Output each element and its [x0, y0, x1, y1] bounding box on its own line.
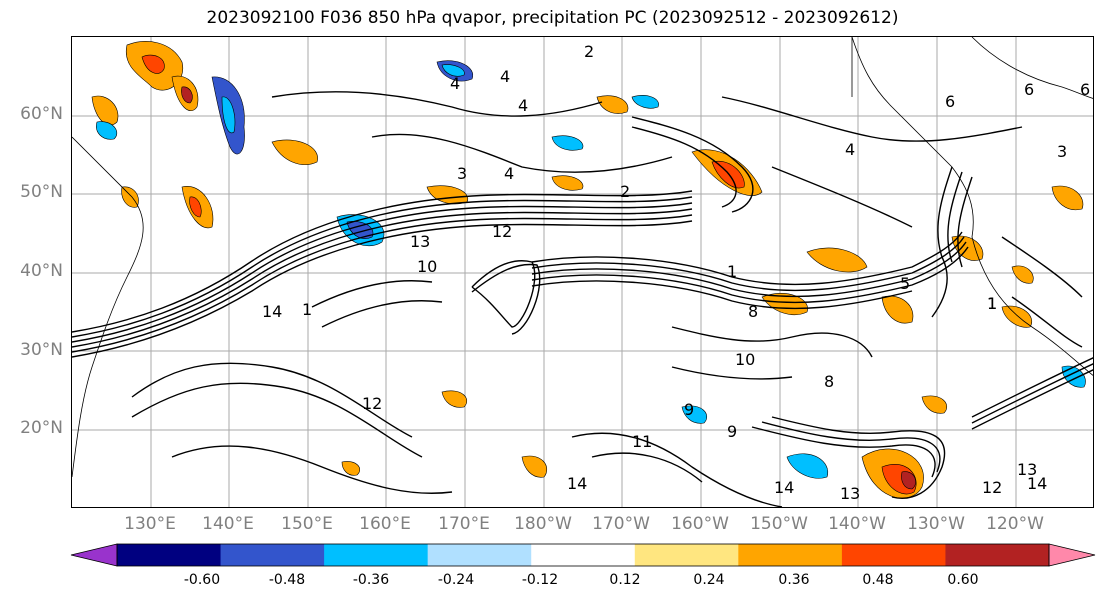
colorbar-tick-label: 0.48 — [862, 572, 894, 588]
colorbar-tick-label: 0.12 — [609, 572, 641, 588]
colorbar-tick-label: -0.60 — [183, 572, 221, 588]
colorbar-tick-label: 0.24 — [693, 572, 725, 588]
contour-label: 14 — [567, 474, 587, 493]
colorbar-segment — [324, 544, 429, 566]
lat-label-50n: 50°N — [20, 182, 63, 202]
colorbar — [70, 543, 1096, 567]
lon-label: 170°E — [438, 514, 490, 534]
map-canvas: 2 4 4 3 4 4 6 6 6 4 3 1 2 12 13 10 14 1 … — [72, 37, 1093, 507]
colorbar-segment — [427, 544, 532, 566]
contour-label: 1 — [987, 294, 997, 313]
lon-label: 160°W — [671, 514, 729, 534]
colorbar-tick-label: -0.24 — [437, 572, 475, 588]
contour-label: 14 — [262, 302, 282, 321]
colorbar-segment — [738, 544, 843, 566]
lon-label: 140°E — [202, 514, 254, 534]
lon-label: 180°W — [514, 514, 572, 534]
contour-label: 5 — [900, 274, 910, 293]
contour-label: 1 — [727, 262, 737, 281]
contour-label: 8 — [824, 372, 834, 391]
lon-label: 170°W — [592, 514, 650, 534]
colorbar-arrow-high — [1048, 543, 1096, 567]
colorbar-tick-label: -0.36 — [352, 572, 390, 588]
contour-label: 12 — [982, 478, 1002, 497]
colorbar-segment — [945, 544, 1050, 566]
coastlines — [72, 37, 1093, 478]
lat-label-40n: 40°N — [20, 261, 63, 281]
contour-label: 6 — [1080, 80, 1090, 99]
contour-label: 4 — [450, 74, 460, 93]
contour-label: 3 — [1057, 142, 1067, 161]
colorbar-segment — [531, 544, 636, 566]
contour-label: 6 — [945, 92, 955, 111]
contour-label: 4 — [845, 140, 855, 159]
contour-label: 4 — [518, 96, 528, 115]
contour-label: 3 — [457, 164, 467, 183]
lon-label: 140°W — [828, 514, 886, 534]
colorbar-arrow-low — [70, 543, 118, 567]
lat-label-60n: 60°N — [20, 104, 63, 124]
colorbar-segment — [117, 544, 222, 566]
colorbar-segment — [220, 544, 325, 566]
colorbar-tick-label: 0.60 — [947, 572, 979, 588]
graticule — [72, 37, 1093, 507]
contour-label: 14 — [1027, 474, 1047, 493]
colorbar-tick-label: -0.48 — [268, 572, 306, 588]
lon-label: 120°W — [986, 514, 1044, 534]
contour-label: 12 — [492, 222, 512, 241]
colorbar-tick-label: 0.36 — [778, 572, 810, 588]
lon-label: 130°E — [124, 514, 176, 534]
lon-label: 150°W — [750, 514, 808, 534]
contour-label: 6 — [1024, 80, 1034, 99]
contour-label: 13 — [410, 232, 430, 251]
contour-label: 2 — [584, 42, 594, 61]
qvapor-contours — [72, 91, 1093, 507]
contour-label: 14 — [774, 478, 794, 497]
colorbar-tick-label: -0.12 — [521, 572, 559, 588]
contour-label: 13 — [840, 484, 860, 503]
contour-label: 1 — [302, 300, 312, 319]
map-title: 2023092100 F036 850 hPa qvapor, precipit… — [206, 8, 899, 28]
contour-label: 4 — [500, 67, 510, 86]
lon-label: 150°E — [281, 514, 333, 534]
contour-label: 10 — [417, 257, 437, 276]
contour-label: 2 — [620, 182, 630, 201]
contour-label: 12 — [362, 394, 382, 413]
contour-label: 11 — [632, 432, 652, 451]
colorbar-segment — [841, 544, 946, 566]
lat-label-20n: 20°N — [20, 418, 63, 438]
contour-label: 1 — [987, 294, 997, 313]
contour-label: 13 — [1017, 460, 1037, 479]
contour-label: 9 — [727, 422, 737, 441]
contour-label: 8 — [748, 302, 758, 321]
contour-label: 9 — [684, 400, 694, 419]
contour-label: 10 — [735, 350, 755, 369]
lon-label: 130°W — [907, 514, 965, 534]
lat-label-30n: 30°N — [20, 340, 63, 360]
contour-label-group: 2 4 4 3 4 4 6 6 6 4 3 1 2 12 13 10 14 1 … — [262, 42, 1090, 503]
map-panel: 2 4 4 3 4 4 6 6 6 4 3 1 2 12 13 10 14 1 … — [71, 36, 1094, 508]
contour-label: 4 — [504, 164, 514, 183]
colorbar-segment — [634, 544, 739, 566]
lon-label: 160°E — [359, 514, 411, 534]
